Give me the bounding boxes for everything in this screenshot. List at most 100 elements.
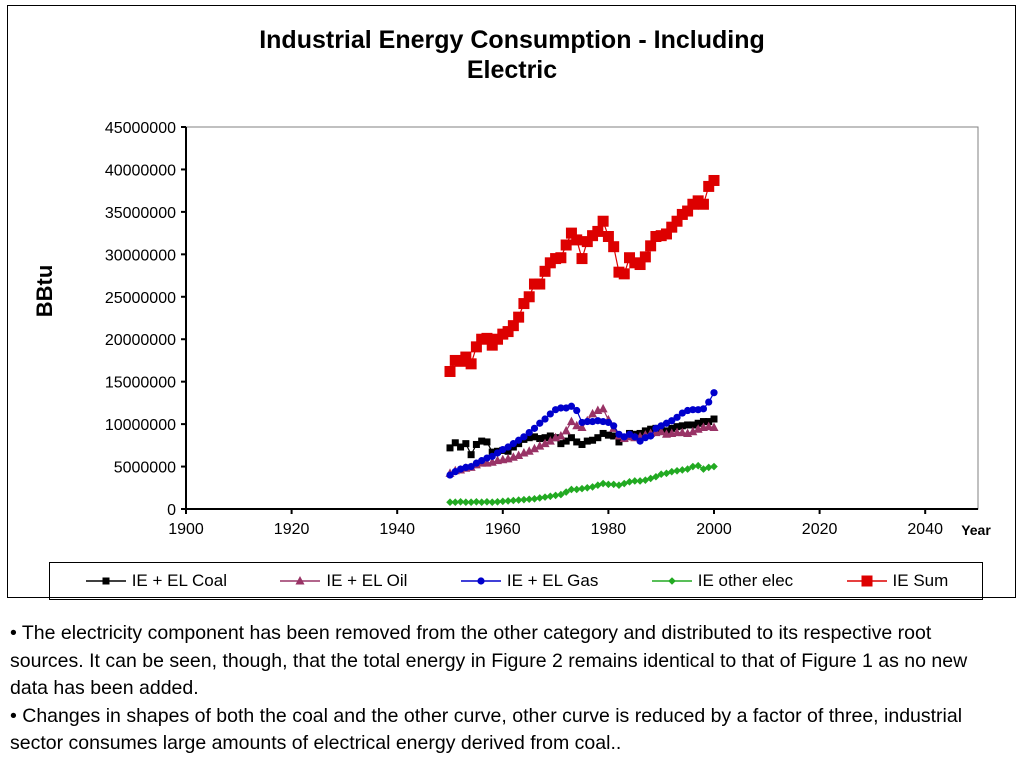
x-tick-label: 1960 [485, 521, 521, 538]
legend-swatch-ie-el-coal [85, 577, 126, 585]
data-point-ie-other-elec [509, 496, 518, 505]
data-point-ie-other-elec [704, 463, 713, 472]
data-point-ie-el-coal [684, 421, 692, 429]
data-point-ie-other-elec [578, 484, 586, 493]
data-point-ie-sum [682, 205, 694, 217]
data-point-ie-sum [618, 268, 630, 280]
data-point-ie-el-coal [594, 434, 602, 442]
data-point-ie-other-elec [652, 472, 660, 481]
data-point-ie-el-oil [677, 427, 687, 437]
data-point-ie-el-coal [694, 419, 702, 427]
data-point-ie-el-gas [578, 418, 586, 427]
data-point-ie-el-oil [561, 425, 571, 435]
data-point-ie-el-gas [668, 417, 676, 425]
data-point-ie-sum [581, 236, 593, 248]
data-point-ie-other-elec [599, 479, 607, 488]
data-point-ie-sum [645, 240, 657, 252]
data-point-ie-other-elec [567, 485, 576, 494]
x-axis-title: Year [961, 522, 991, 538]
legend-label-ie-el-oil: IE + EL Oil [326, 571, 408, 590]
data-point-ie-sum [671, 215, 683, 227]
data-point-ie-el-oil [535, 441, 545, 450]
data-point-ie-el-gas [446, 471, 454, 479]
data-point-ie-el-gas [520, 433, 528, 441]
data-point-ie-el-gas [530, 424, 539, 432]
data-point-ie-el-coal [562, 437, 570, 445]
legend-swatch-ie-sum [846, 575, 887, 587]
data-point-ie-el-oil [529, 443, 539, 453]
data-point-ie-sum [634, 259, 646, 271]
data-point-ie-el-gas [488, 452, 496, 460]
data-point-ie-sum [666, 221, 678, 233]
data-point-ie-other-elec [636, 477, 644, 485]
data-point-ie-other-elec [583, 483, 592, 492]
data-point-ie-other-elec [689, 462, 697, 471]
data-point-ie-el-gas [588, 417, 597, 426]
data-point-ie-other-elec [631, 477, 639, 485]
data-point-ie-el-coal [583, 437, 591, 445]
data-point-ie-el-oil [656, 426, 666, 436]
data-point-ie-other-elec [657, 470, 665, 478]
data-point-ie-other-elec [467, 498, 475, 507]
data-point-ie-sum [470, 341, 482, 353]
legend-item-ie-el-gas: IE + EL Gas [459, 571, 598, 591]
data-point-ie-sum [608, 241, 620, 253]
data-point-ie-el-gas [647, 432, 655, 440]
series-ie-other-elec [446, 461, 718, 507]
data-point-ie-other-elec [462, 498, 470, 507]
data-point-ie-el-gas [705, 398, 713, 406]
data-point-ie-el-oil [577, 422, 587, 432]
data-point-ie-sum [507, 320, 519, 332]
data-point-ie-other-elec [673, 467, 681, 475]
data-point-ie-el-coal [599, 429, 607, 437]
data-point-ie-el-gas [610, 422, 618, 430]
legend-item-ie-el-oil: IE + EL Oil [278, 571, 407, 591]
notes: • The electricity component has been rem… [10, 620, 1010, 758]
data-point-ie-sum [486, 339, 498, 351]
data-point-ie-other-elec [710, 462, 718, 471]
data-point-ie-el-gas [536, 419, 544, 427]
legend-swatch-marker [667, 577, 676, 585]
data-point-ie-el-gas [599, 417, 607, 426]
legend-item-ie-el-coal: IE + EL Coal [84, 571, 227, 591]
chart-svg: Industrial Energy Consumption - Includin… [32, 26, 991, 538]
data-point-ie-other-elec [662, 469, 671, 478]
data-point-ie-other-elec [456, 497, 465, 506]
legend-label-ie-other-elec: IE other elec [697, 571, 794, 590]
x-tick-label: 1920 [274, 521, 310, 538]
data-point-ie-sum [602, 231, 614, 243]
data-point-ie-el-gas [541, 415, 549, 423]
data-point-ie-other-elec [572, 485, 581, 494]
legend-swatch-marker [295, 576, 305, 585]
data-point-ie-el-coal [504, 447, 512, 455]
data-point-ie-el-oil [588, 408, 598, 418]
data-point-ie-sum [460, 351, 472, 363]
data-point-ie-other-elec [514, 496, 523, 504]
data-point-ie-el-coal [488, 448, 496, 456]
data-point-ie-el-oil [545, 436, 555, 445]
chart-frame: Industrial Energy Consumption - Includin… [7, 5, 1016, 600]
data-point-ie-el-gas [504, 443, 512, 451]
data-point-ie-el-coal [673, 423, 681, 431]
data-point-ie-sum [534, 278, 546, 290]
data-point-ie-other-elec [667, 467, 676, 476]
data-point-ie-el-gas [684, 406, 692, 415]
data-point-ie-other-elec [477, 498, 486, 507]
data-point-ie-el-gas [694, 406, 702, 414]
data-point-ie-el-coal [462, 440, 470, 448]
y-tick-label: 30000000 [105, 247, 176, 264]
y-axis-title: BBtu [32, 265, 57, 318]
data-point-ie-el-coal [567, 434, 575, 442]
data-point-ie-other-elec [557, 490, 565, 499]
legend: IE + EL Coal IE + EL Oil IE + EL Gas IE oth… [49, 562, 983, 600]
data-point-ie-other-elec [520, 495, 528, 504]
y-tick-label: 20000000 [105, 332, 176, 349]
data-point-ie-other-elec [446, 498, 454, 507]
data-point-ie-el-coal [446, 444, 454, 452]
data-point-ie-other-elec [530, 495, 539, 503]
data-point-ie-el-coal [678, 422, 686, 430]
data-point-ie-el-gas [493, 449, 502, 457]
data-point-ie-el-oil [514, 450, 524, 460]
data-point-ie-sum [555, 252, 567, 264]
data-point-ie-el-coal [483, 438, 491, 446]
